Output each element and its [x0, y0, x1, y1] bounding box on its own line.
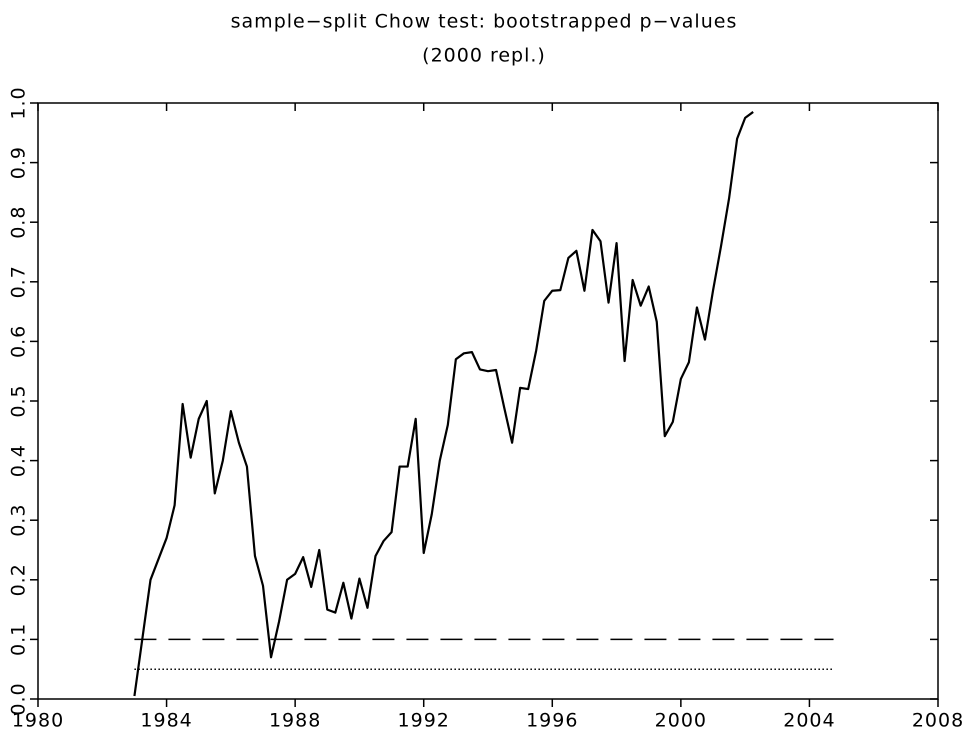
x-tick-label: 2008 — [912, 710, 964, 732]
y-tick-label: 0.2 — [8, 563, 30, 596]
x-tick-label: 1996 — [526, 710, 578, 732]
x-tick-label: 1988 — [269, 710, 321, 732]
x-tick-label: 2000 — [655, 710, 707, 732]
y-tick-label: 0.7 — [8, 265, 30, 298]
y-tick-label: 0.9 — [8, 146, 30, 179]
y-tick-label: 0.1 — [8, 623, 30, 656]
x-tick-label: 2004 — [783, 710, 835, 732]
y-tick-label: 0.8 — [8, 206, 30, 239]
x-tick-label: 1980 — [12, 710, 64, 732]
x-tick-label: 1984 — [140, 710, 192, 732]
y-tick-label: 0.5 — [8, 384, 30, 417]
data-line — [133, 111, 754, 697]
y-tick-label: 0.3 — [8, 504, 30, 537]
y-tick-label: 0.6 — [8, 325, 30, 358]
y-tick-label: 0.4 — [8, 444, 30, 477]
x-tick-label: 1992 — [398, 710, 450, 732]
y-tick-label: 0.0 — [8, 682, 30, 715]
y-tick-label: 1.0 — [8, 86, 30, 119]
chart-title: sample−split Chow test: bootstrapped p−v… — [231, 11, 738, 33]
plot-frame — [37, 102, 939, 700]
chart-subtitle: (2000 repl.) — [422, 45, 546, 67]
